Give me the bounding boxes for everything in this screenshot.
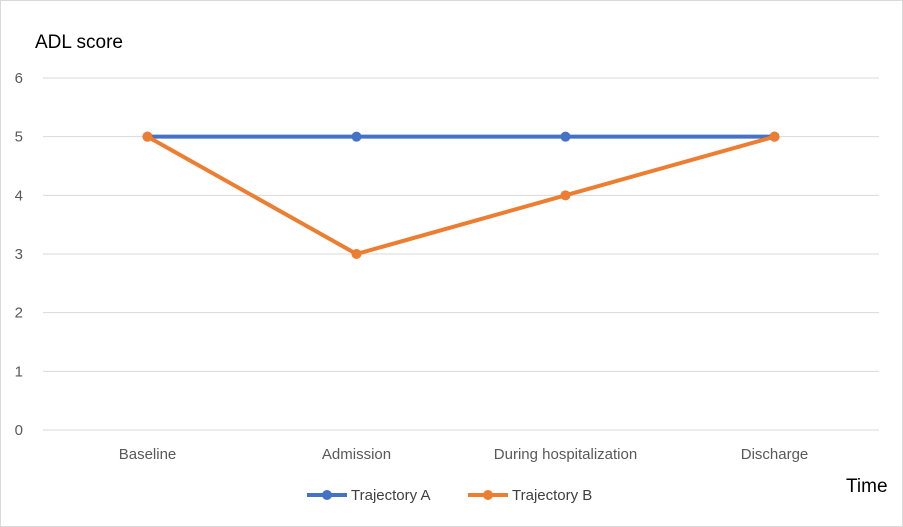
y-axis-title: ADL score <box>35 32 123 53</box>
data-point <box>351 249 362 259</box>
data-point <box>560 131 571 142</box>
gridlines <box>43 77 879 431</box>
legend-label: Trajectory B <box>512 487 592 504</box>
y-tick-label: 1 <box>15 363 23 380</box>
series-b <box>142 131 780 259</box>
data-point <box>351 131 362 142</box>
series-layer <box>142 131 780 259</box>
x-tick-label: During hospitalization <box>494 446 637 463</box>
x-tick-label: Baseline <box>119 446 177 463</box>
y-tick-label: 4 <box>15 187 23 204</box>
y-tick-label: 2 <box>15 305 23 322</box>
series-a <box>142 131 780 142</box>
y-tick-label: 0 <box>15 422 23 439</box>
legend-item: Trajectory B <box>468 487 592 504</box>
legend-item: Trajectory A <box>307 487 430 504</box>
y-tick-label: 6 <box>15 70 23 87</box>
legend-marker <box>322 490 332 500</box>
legend-label: Trajectory A <box>351 487 430 504</box>
data-point <box>560 190 571 201</box>
data-point <box>769 131 780 142</box>
x-axis-title: Time <box>846 476 888 497</box>
x-tick-label: Admission <box>322 446 391 463</box>
y-tick-label: 3 <box>15 246 23 263</box>
y-tick-label: 5 <box>15 129 23 146</box>
series-line <box>145 134 777 256</box>
legend-marker <box>483 490 493 500</box>
y-tick-labels: 0 1 2 3 4 5 6 <box>15 70 23 439</box>
data-point <box>142 131 153 142</box>
x-tick-label: Discharge <box>741 446 809 463</box>
x-tick-labels: Baseline Admission During hospitalization D… <box>119 446 809 463</box>
legend: Trajectory A Trajectory B <box>307 487 592 504</box>
